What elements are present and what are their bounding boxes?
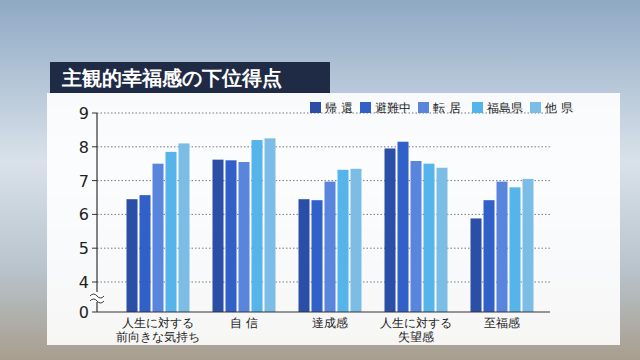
x-tick-label-line: 人生に対する — [380, 316, 452, 330]
legend-label: 転 居 — [433, 101, 461, 115]
bar — [437, 168, 448, 312]
tick-mark — [92, 180, 97, 181]
bar — [213, 160, 224, 312]
chart-root: 主観的幸福感の下位得点0456789人生に対する前向きな気持ち自 信達成感人生に… — [0, 0, 640, 360]
bar — [411, 161, 422, 312]
bar — [484, 200, 495, 312]
tick-mark — [92, 214, 97, 215]
bar — [127, 199, 138, 312]
x-tick-label: 自 信 — [230, 316, 258, 330]
grid-line — [97, 282, 550, 283]
bar — [523, 179, 534, 312]
x-tick-label: 人生に対する失望感 — [380, 316, 452, 344]
legend-swatch — [472, 102, 483, 113]
tick-mark — [92, 282, 97, 283]
bar — [497, 182, 508, 312]
legend-label: 福島県 — [487, 101, 523, 115]
y-tick-label: 0 — [79, 303, 89, 322]
bar — [312, 200, 323, 312]
bars — [127, 138, 534, 312]
grid-line — [97, 214, 550, 215]
x-tick-label-line: 達成感 — [312, 316, 348, 330]
bar — [226, 160, 237, 312]
tick-mark — [92, 248, 97, 249]
bar — [265, 138, 276, 312]
y-tick-label: 9 — [79, 104, 89, 123]
bar — [424, 164, 435, 312]
bar — [239, 162, 250, 312]
bar — [140, 195, 151, 312]
x-tick-label-line: 失望感 — [398, 330, 434, 344]
bar — [510, 187, 521, 312]
bar — [325, 182, 336, 312]
title: 主観的幸福感の下位得点 — [61, 66, 282, 90]
y-tick-label: 7 — [79, 172, 89, 191]
tick-mark — [92, 146, 97, 147]
bar — [166, 152, 177, 312]
x-tick-label-line: 前向きな気持ち — [116, 330, 200, 344]
y-tick-label: 8 — [79, 138, 89, 157]
bar — [338, 170, 349, 312]
legend-swatch — [418, 102, 429, 113]
y-tick-label: 5 — [79, 239, 89, 258]
x-tick-label-line: 人生に対する — [122, 316, 194, 330]
grid-line — [97, 248, 550, 249]
y-tick-label: 4 — [79, 273, 89, 292]
chart-svg: 主観的幸福感の下位得点0456789人生に対する前向きな気持ち自 信達成感人生に… — [0, 0, 640, 360]
legend-swatch — [310, 102, 321, 113]
tick-mark — [92, 113, 97, 114]
axis-break — [90, 294, 104, 298]
bar — [351, 169, 362, 312]
title-box — [50, 62, 330, 93]
panel — [47, 93, 620, 345]
legend-label: 他 県 — [545, 101, 573, 115]
legend-swatch — [360, 102, 371, 113]
grid-line — [97, 146, 550, 147]
bar — [398, 142, 409, 312]
y-tick-label: 6 — [79, 205, 89, 224]
grid-line — [97, 180, 550, 181]
bar — [153, 164, 164, 312]
legend-label: 帰 還 — [325, 101, 353, 115]
bar — [471, 218, 482, 312]
x-tick-label-line: 至福感 — [484, 316, 520, 330]
bar — [252, 140, 263, 312]
axis-break — [90, 299, 104, 303]
axis-break-bg — [90, 292, 104, 302]
x-tick-label-line: 自 信 — [230, 316, 258, 330]
bar — [179, 143, 190, 312]
x-tick-label: 至福感 — [484, 316, 520, 330]
legend-label: 避難中 — [375, 101, 411, 115]
bar — [385, 148, 396, 312]
background — [0, 0, 640, 360]
tick-mark — [92, 312, 97, 313]
x-axis — [97, 311, 550, 312]
x-tick-label: 達成感 — [312, 316, 348, 330]
x-tick-label: 人生に対する前向きな気持ち — [116, 316, 200, 344]
legend-swatch — [530, 102, 541, 113]
bar — [299, 199, 310, 312]
y-axis — [96, 113, 97, 312]
